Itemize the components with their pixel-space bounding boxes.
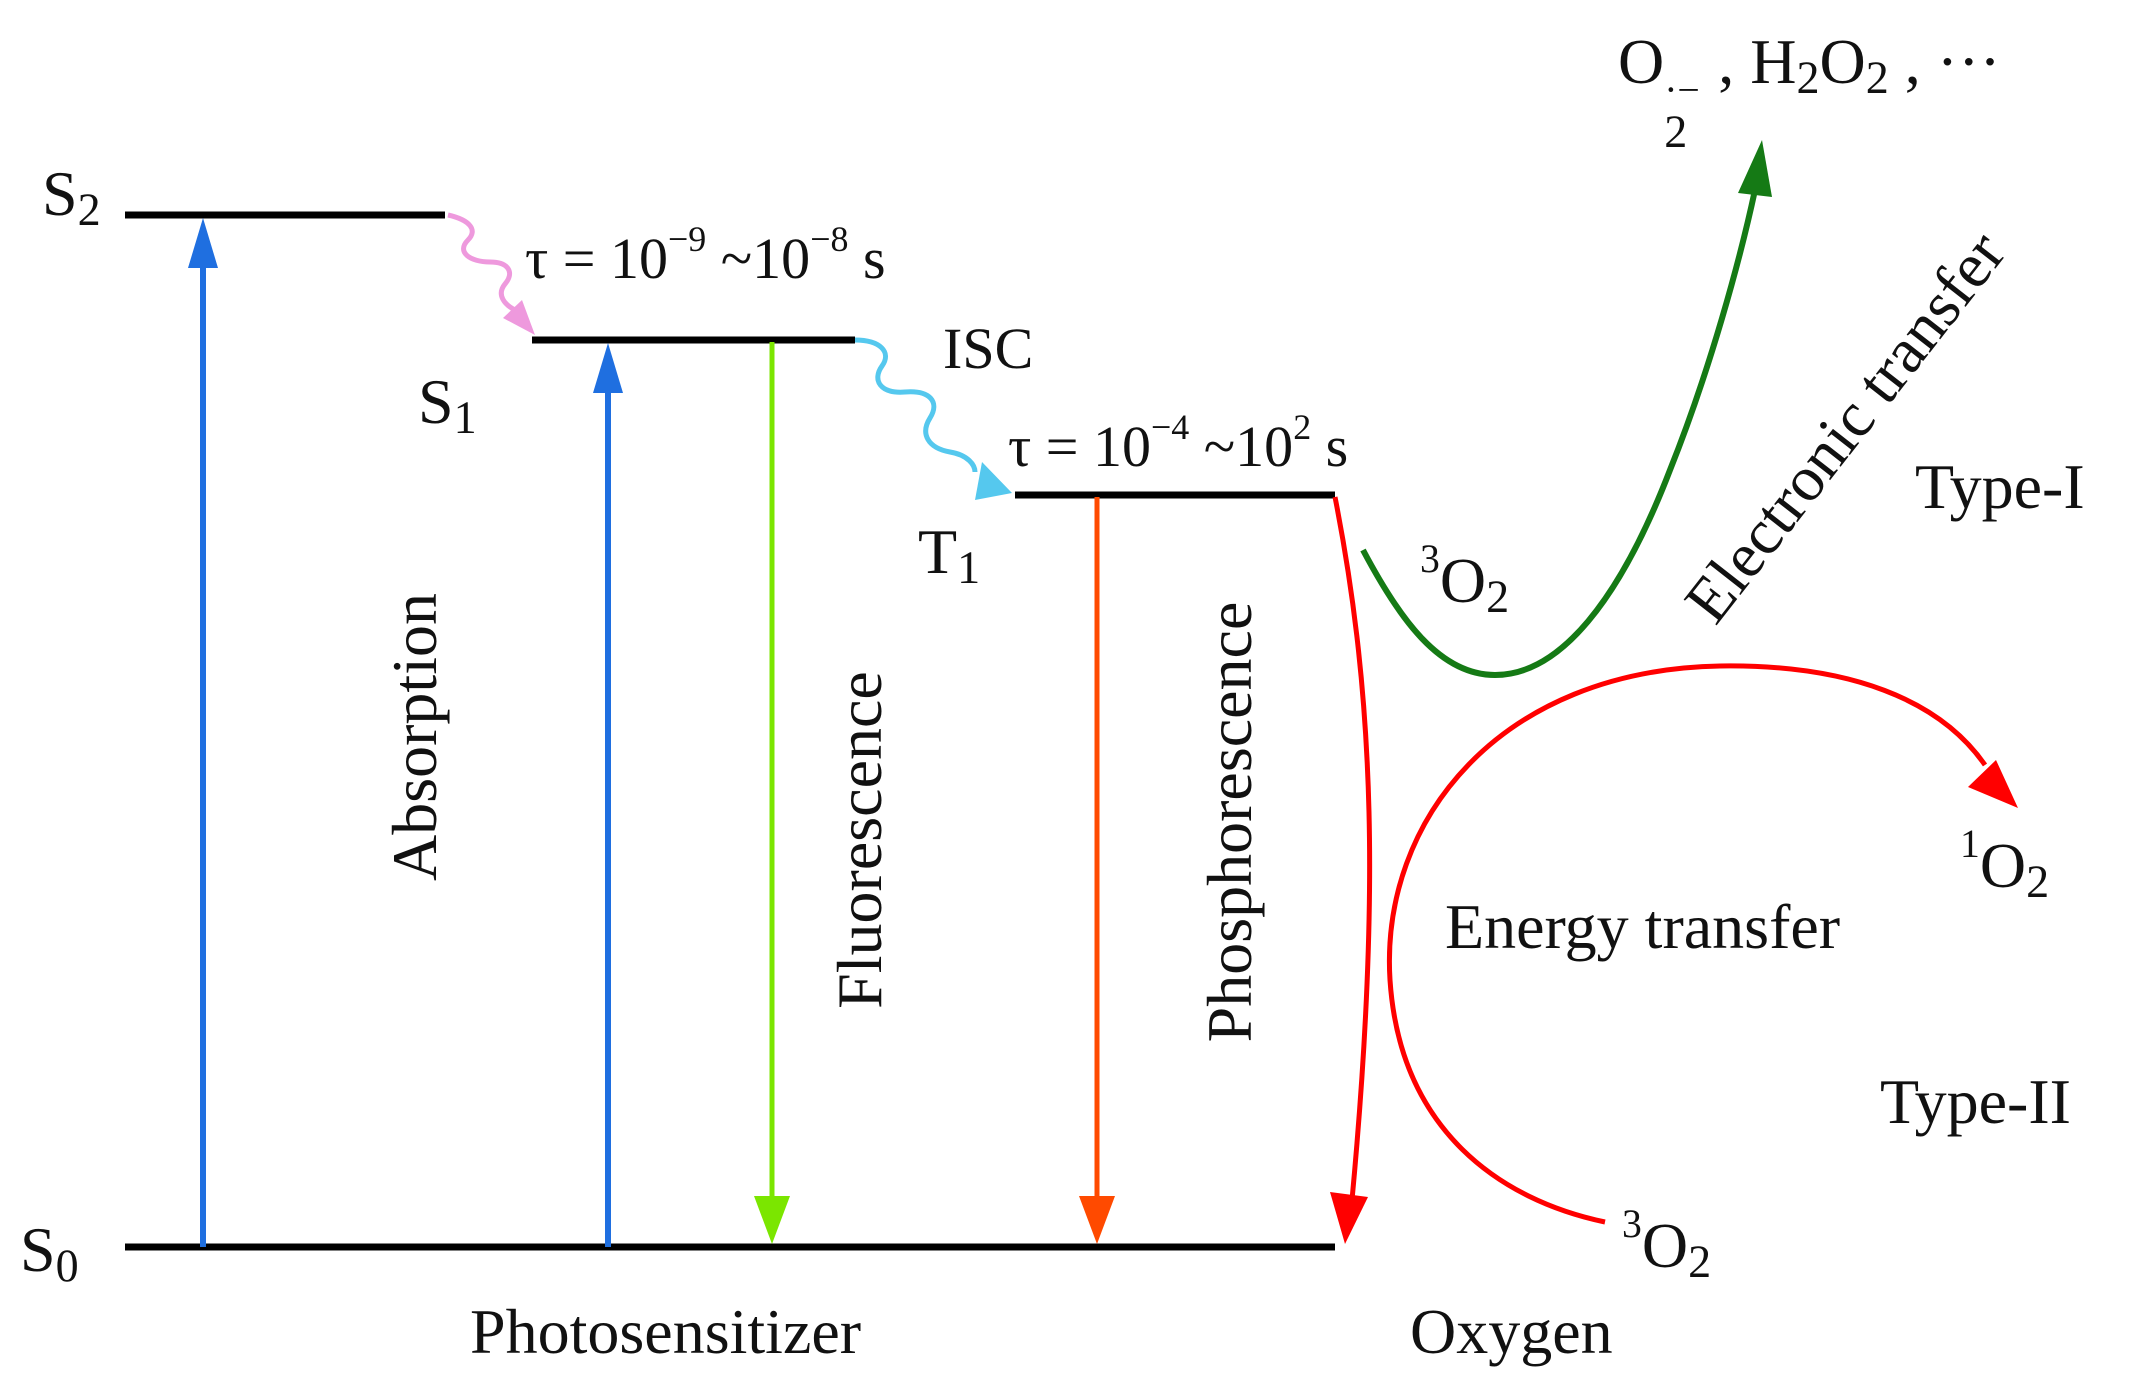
absorption-label: Absorption [379, 593, 450, 881]
s1-label: S1 [418, 370, 477, 441]
t1-to-s0-curve [1330, 496, 1373, 1244]
tau2-prefix: τ = 10 [1008, 413, 1152, 479]
peroxide-h: H [1750, 26, 1797, 97]
s2-subscript: 2 [77, 184, 101, 236]
s2-letter: S [42, 158, 78, 229]
electronic-transfer-curve [1360, 140, 1772, 679]
t1-label: T1 [918, 520, 980, 591]
tau1-mid: ~10 [706, 225, 811, 291]
o2s-base: O [1979, 829, 2027, 901]
phosphorescence-arrow [1079, 497, 1115, 1244]
superoxide-sup: ·− [1664, 68, 1700, 112]
superoxide-base: O [1618, 26, 1665, 97]
fluorescence-label: Fluorescence [824, 671, 895, 1009]
t1-subscript: 1 [957, 542, 981, 594]
triplet-oxygen-lower: 3O2 [1622, 1202, 1712, 1287]
phosphorescence-label: Phosphorescence [1194, 601, 1265, 1043]
ros-sep2: , ··· [1888, 26, 2001, 97]
o2b-sup: 3 [1622, 1202, 1642, 1246]
type-i-label: Type-I [1915, 451, 2085, 522]
tau2-exp2: 2 [1293, 407, 1312, 447]
peroxide-o: O [1819, 26, 1866, 97]
energy-transfer-curve [1386, 663, 2018, 1225]
peroxide-h-sub: 2 [1796, 52, 1820, 104]
tau2-mid: ~10 [1189, 413, 1294, 479]
tau1-unit: s [848, 225, 886, 291]
o2b-base: O [1641, 1209, 1689, 1281]
peroxide-o-sub: 2 [1865, 52, 1889, 104]
superoxide-sub: 2 [1664, 106, 1688, 157]
singlet-lifetime: τ = 10−9 ~10−8 s [525, 219, 886, 291]
o2s-sup: 1 [1960, 822, 1980, 866]
t1-letter: T [918, 516, 958, 587]
tau1-prefix: τ = 10 [525, 225, 669, 291]
absorption-arrow-s1 [593, 343, 623, 1247]
isc-label: ISC [943, 316, 1034, 381]
tau2-exp1: −4 [1151, 407, 1190, 447]
ros-products: O 2 ·− , H2O2 , ··· [1618, 30, 2001, 155]
s0-letter: S [20, 1214, 56, 1285]
type-ii-label: Type-II [1880, 1066, 2071, 1137]
s1-subscript: 1 [453, 392, 477, 444]
absorption-arrow-s2 [188, 218, 218, 1247]
o2a-base: O [1439, 544, 1487, 616]
s2-label: S2 [42, 162, 101, 233]
o2a-sup: 3 [1420, 537, 1440, 581]
s0-label: S0 [20, 1218, 79, 1289]
photosensitizer-label: Photosensitizer [470, 1296, 862, 1367]
tau1-exp2: −8 [810, 219, 849, 259]
ros-sep1: , [1702, 26, 1751, 97]
singlet-oxygen: 1O2 [1960, 822, 2050, 907]
oxygen-label: Oxygen [1410, 1296, 1613, 1367]
fluorescence-arrow [754, 342, 790, 1244]
s0-subscript: 0 [55, 1240, 79, 1292]
isc-arrow [854, 337, 1012, 500]
triplet-oxygen-upper: 3O2 [1420, 537, 1510, 622]
energy-transfer-label: Energy transfer [1445, 891, 1841, 962]
internal-conversion-arrow [447, 212, 535, 335]
s1-letter: S [418, 366, 454, 437]
triplet-lifetime: τ = 10−4 ~102 s [1008, 407, 1349, 479]
tau1-exp1: −9 [668, 219, 707, 259]
o2s-sub: 2 [2026, 855, 2050, 907]
o2b-sub: 2 [1688, 1235, 1712, 1287]
tau2-unit: s [1311, 413, 1349, 479]
o2a-sub: 2 [1486, 570, 1510, 622]
